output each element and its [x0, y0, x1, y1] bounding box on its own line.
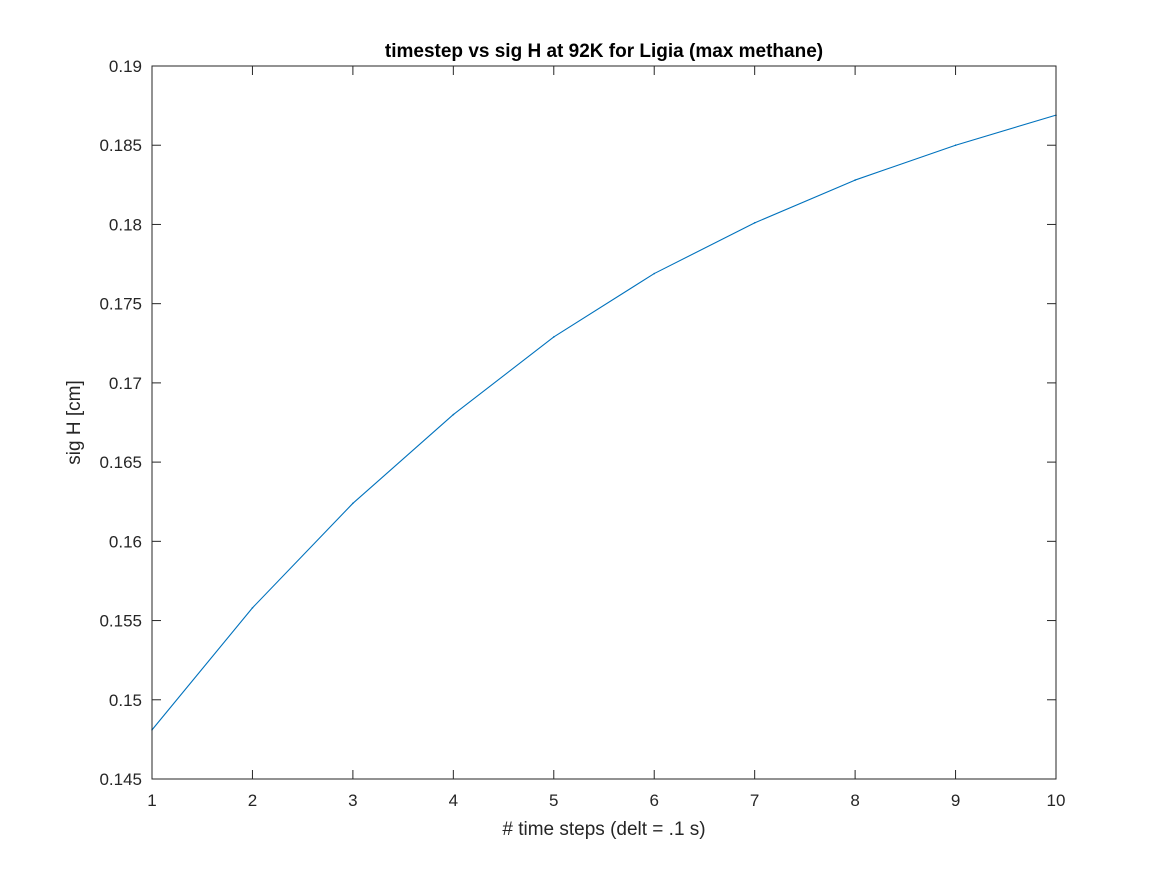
y-tick-label: 0.17 — [109, 374, 142, 393]
data-point — [552, 336, 555, 338]
data-point — [854, 179, 856, 181]
data-point — [753, 222, 756, 224]
x-tick-label: 3 — [348, 791, 357, 810]
x-tick-label: 4 — [449, 791, 458, 810]
x-tick-label: 9 — [951, 791, 960, 810]
y-tick-label: 0.19 — [109, 57, 142, 76]
x-tick-label: 8 — [850, 791, 859, 810]
y-tick-label: 0.18 — [109, 215, 142, 234]
series-line-0 — [151, 114, 1057, 731]
axes-box — [151, 65, 1057, 780]
y-tick-label: 0.185 — [99, 136, 142, 155]
y-axis-label: sig H [cm] — [64, 380, 85, 464]
x-axis-ticks: 1 2 3 4 5 6 7 8 9 10 — [147, 66, 1065, 810]
x-axis-label: # time steps (delt = .1 s) — [502, 819, 705, 840]
data-point — [954, 144, 957, 147]
y-tick-label: 0.16 — [109, 532, 142, 551]
x-tick-label: 5 — [549, 791, 558, 810]
plot-area — [152, 66, 1056, 779]
y-tick-label: 0.145 — [99, 770, 142, 789]
data-point — [653, 272, 656, 275]
chart-title: timestep vs sig H at 92K for Ligia (max … — [385, 41, 823, 62]
y-tick-label: 0.15 — [109, 691, 142, 710]
x-tick-label: 10 — [1047, 791, 1066, 810]
x-tick-label: 1 — [147, 791, 156, 810]
y-tick-label: 0.165 — [99, 453, 142, 472]
y-tick-label: 0.155 — [99, 612, 142, 631]
data-point — [352, 502, 354, 505]
x-tick-label: 6 — [649, 791, 658, 810]
x-tick-label: 7 — [750, 791, 759, 810]
data-point — [452, 413, 455, 416]
data-point — [251, 607, 254, 609]
x-tick-label: 2 — [248, 791, 257, 810]
y-axis-ticks: 0.145 0.15 0.155 0.16 0.165 0.17 0.175 0.18 0.18… — [99, 57, 1056, 789]
y-tick-label: 0.175 — [99, 295, 142, 314]
